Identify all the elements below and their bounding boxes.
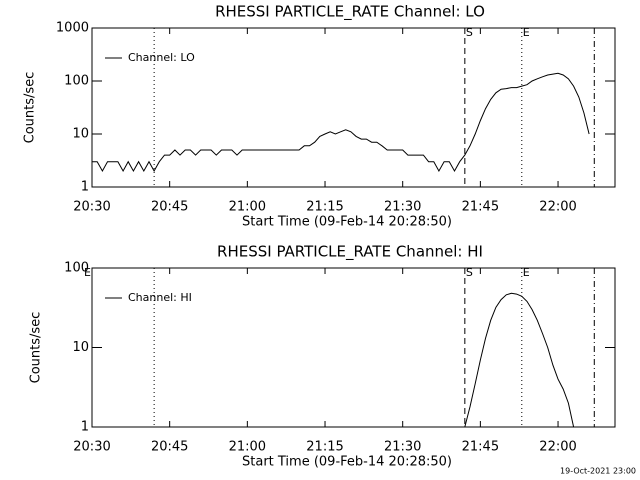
marker-label: S xyxy=(466,266,473,279)
marker-label: E xyxy=(523,26,530,39)
x-tick-label: 21:45 xyxy=(462,440,499,455)
x-tick-label: 21:30 xyxy=(384,440,421,455)
data-line xyxy=(92,72,590,173)
y-tick-label: 1 xyxy=(81,180,89,195)
y-tick-label: 1 xyxy=(81,420,89,435)
footer: 19-Oct-2021 23:00 xyxy=(560,467,636,476)
x-tick-label: 22:00 xyxy=(539,200,576,215)
y-tick-label: 1000 xyxy=(56,21,89,36)
y-axis-label: Counts/sec xyxy=(29,312,44,384)
y-tick-label: 100 xyxy=(64,74,89,89)
x-tick-label: 22:00 xyxy=(539,440,576,455)
chart-title: RHESSI PARTICLE_RATE Channel: LO xyxy=(215,3,485,22)
x-tick-label: 21:45 xyxy=(462,200,499,215)
y-tick-label: 100 xyxy=(64,261,89,276)
y-axis-label: Counts/sec xyxy=(23,72,38,144)
x-tick-label: 20:45 xyxy=(151,440,188,455)
marker-label: E xyxy=(523,266,530,279)
chart-title: RHESSI PARTICLE_RATE Channel: HI xyxy=(217,243,483,262)
x-tick-label: 21:30 xyxy=(384,200,421,215)
y-tick-label: 10 xyxy=(72,340,89,355)
x-tick-label: 21:00 xyxy=(229,200,266,215)
data-line xyxy=(464,292,575,428)
x-tick-label: 20:30 xyxy=(73,200,110,215)
x-tick-label: 21:15 xyxy=(306,200,343,215)
marker-label: E xyxy=(84,266,91,279)
legend-label: Channel: LO xyxy=(128,51,195,64)
x-tick-label: 21:15 xyxy=(306,440,343,455)
plot-frame xyxy=(91,27,616,188)
x-tick-label: 20:45 xyxy=(151,200,188,215)
x-axis-label: Start Time (09-Feb-14 20:28:50) xyxy=(242,215,452,230)
x-tick-label: 20:30 xyxy=(73,440,110,455)
legend-label: Channel: HI xyxy=(128,291,192,304)
y-tick-label: 10 xyxy=(72,127,89,142)
x-axis-label: Start Time (09-Feb-14 20:28:50) xyxy=(242,455,452,470)
marker-label: S xyxy=(466,26,473,39)
x-tick-label: 21:00 xyxy=(229,440,266,455)
